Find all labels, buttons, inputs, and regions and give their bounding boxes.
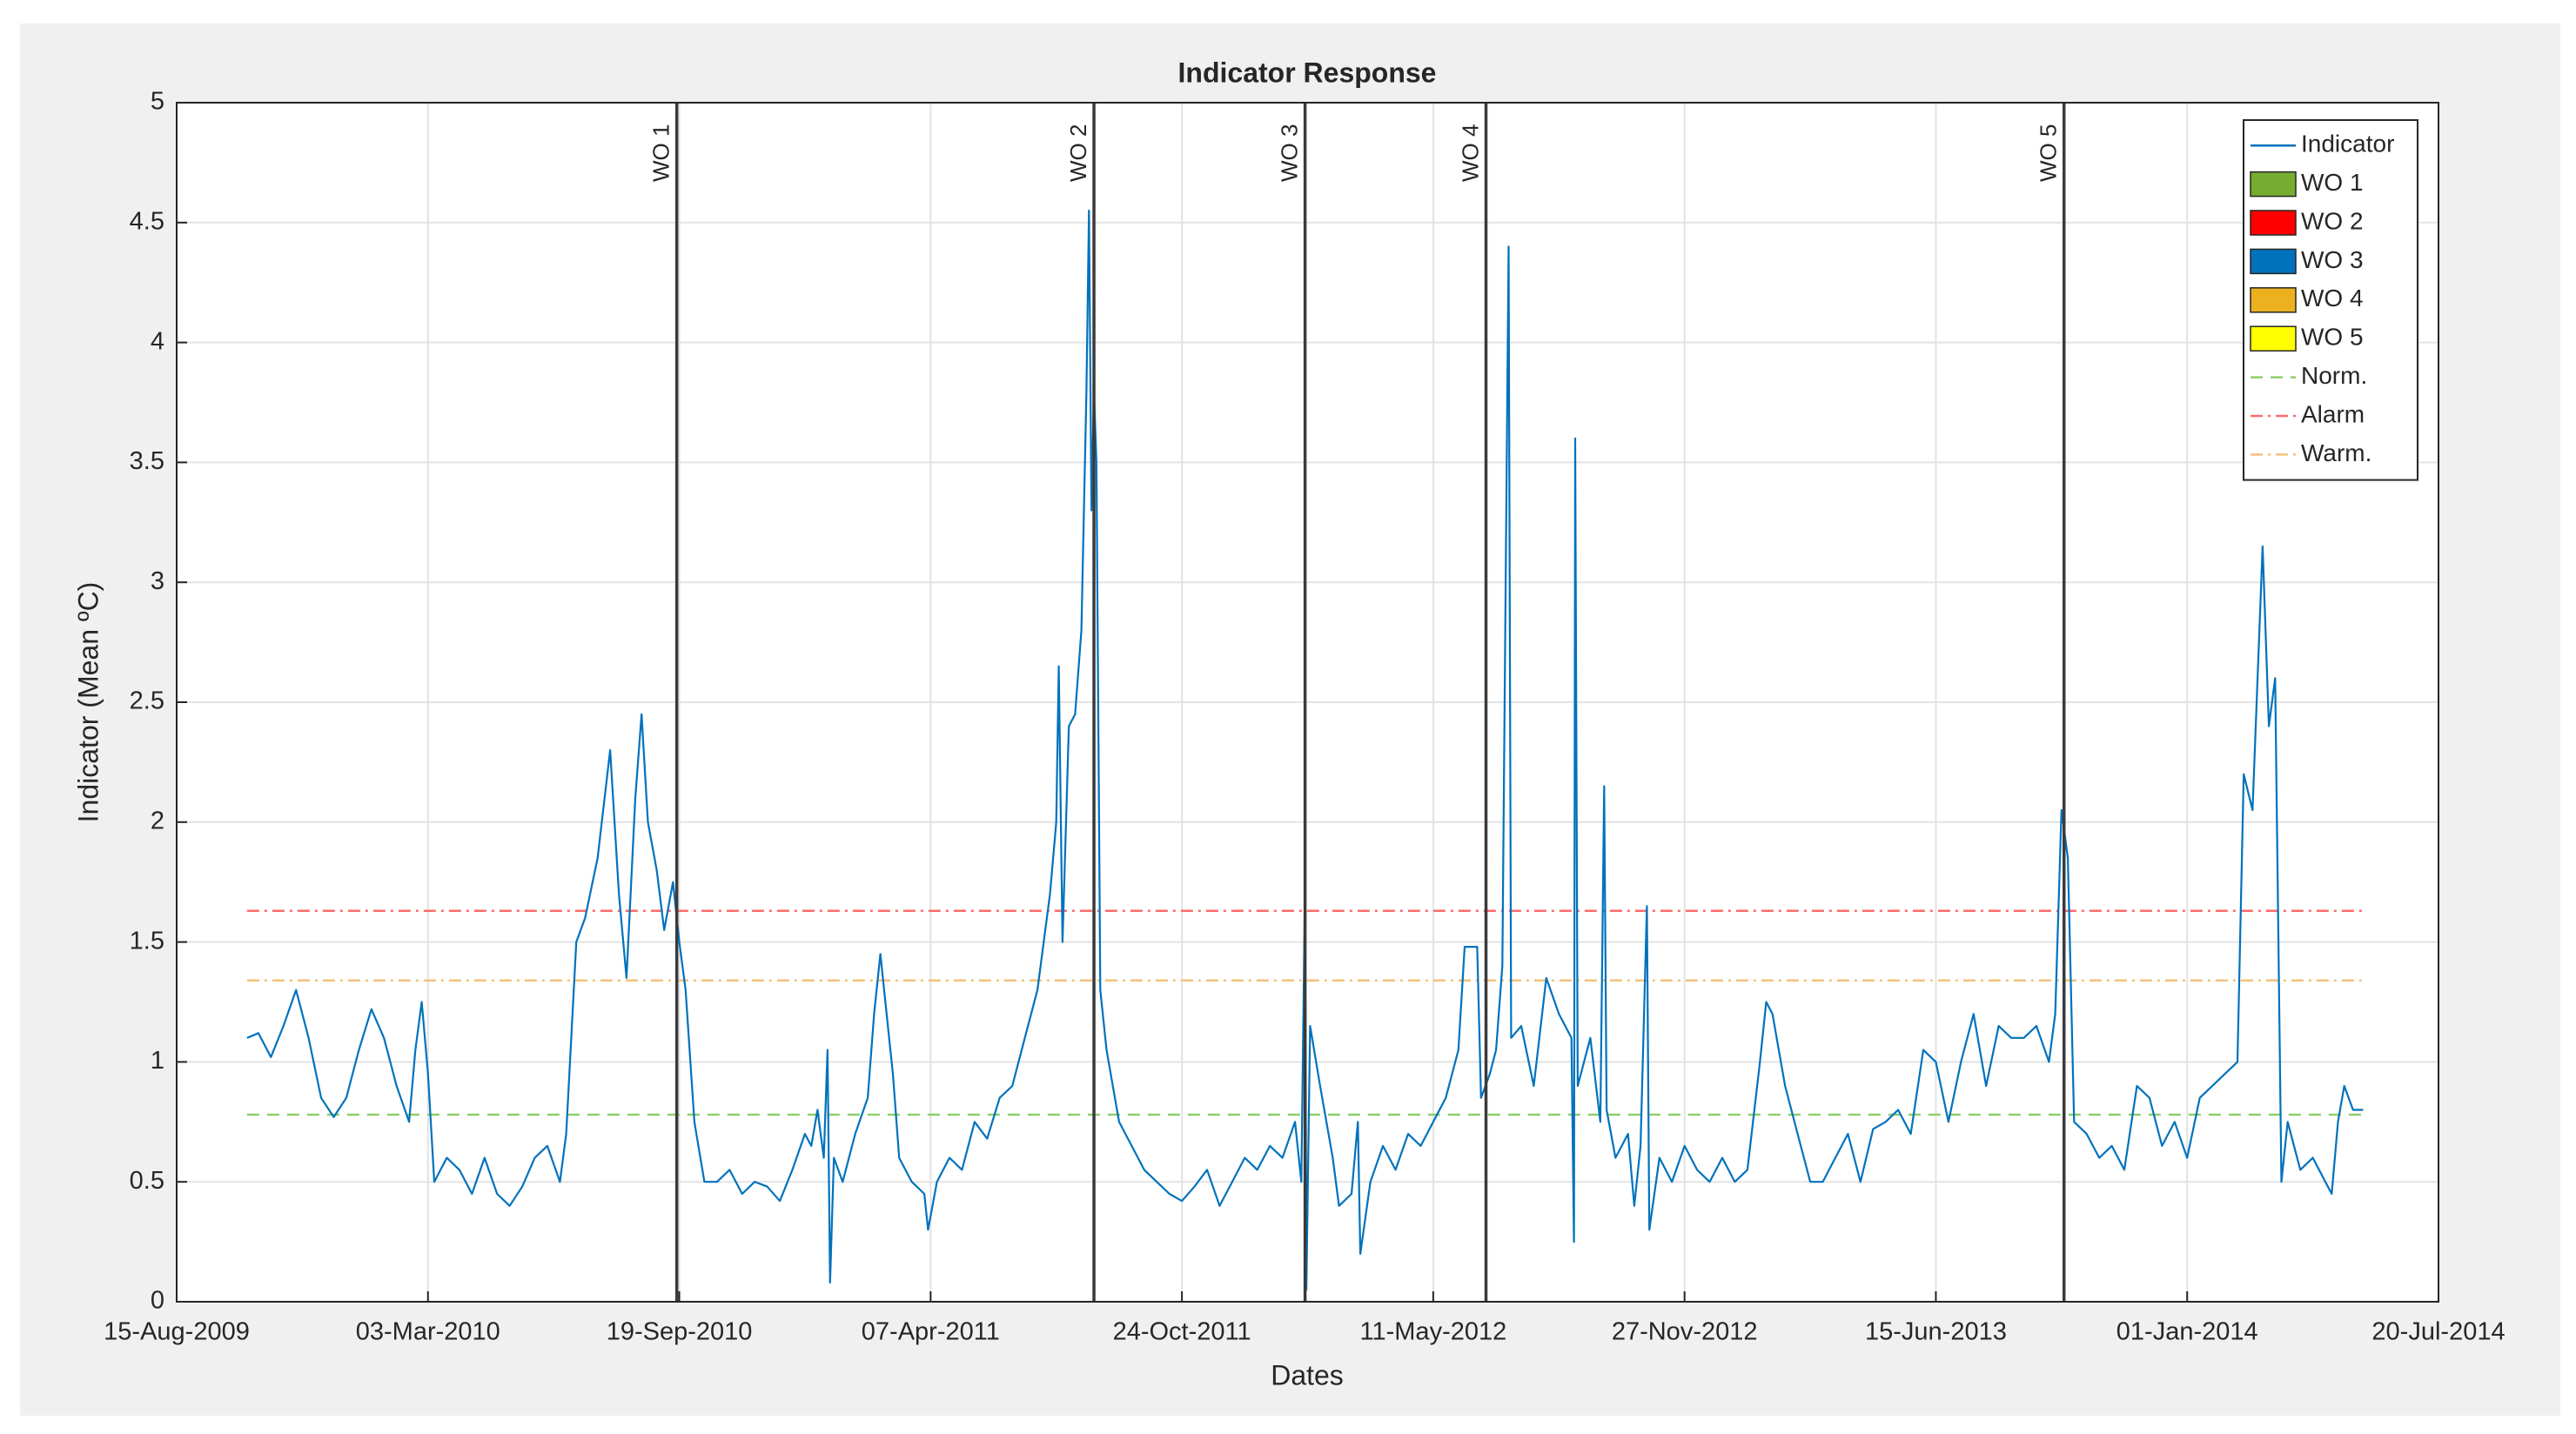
y-tick-label: 1.5 bbox=[130, 927, 164, 955]
y-tick-label: 5 bbox=[151, 88, 164, 116]
y-tick-label: 0.5 bbox=[130, 1167, 164, 1195]
work-order-label: WO 5 bbox=[2036, 124, 2062, 182]
x-tick-label: 01-Jan-2014 bbox=[2116, 1318, 2258, 1346]
x-tick-label: 27-Nov-2012 bbox=[1612, 1318, 1758, 1346]
x-tick-label: 15-Aug-2009 bbox=[104, 1318, 250, 1346]
legend-label: WO 1 bbox=[2301, 169, 2364, 196]
legend-label: WO 5 bbox=[2301, 324, 2364, 351]
legend: Indicator WO 1 WO 2 WO 3 WO 4 WO 5 Norm. Alarm W… bbox=[2243, 119, 2418, 481]
y-tick-label: 3 bbox=[151, 567, 164, 595]
work-order-label: WO 4 bbox=[1457, 124, 1483, 182]
chart-title: Indicator Response bbox=[1178, 57, 1437, 88]
data-line bbox=[246, 209, 2364, 1291]
x-tick-label: 11-May-2012 bbox=[1360, 1318, 1507, 1346]
legend-label: WO 4 bbox=[2301, 285, 2364, 312]
x-axis-label: Dates bbox=[1271, 1359, 1344, 1390]
y-tick-label: 0 bbox=[151, 1287, 164, 1315]
legend-patch bbox=[2250, 248, 2297, 275]
legend-patch bbox=[2250, 210, 2297, 236]
legend-label: Indicator bbox=[2301, 131, 2394, 157]
x-tick-label: 03-Mar-2010 bbox=[356, 1318, 500, 1346]
axes-box bbox=[176, 102, 2439, 1303]
legend-patch bbox=[2250, 287, 2297, 313]
y-tick-label: 1 bbox=[151, 1047, 164, 1075]
legend-label: Norm. bbox=[2301, 362, 2367, 389]
y-tick-label: 3.5 bbox=[130, 447, 164, 475]
y-axis-label: Indicator (Mean ºC) bbox=[72, 582, 104, 823]
legend-label: Alarm bbox=[2301, 400, 2365, 427]
legend-patch bbox=[2250, 171, 2297, 198]
y-tick-label: 2.5 bbox=[130, 687, 164, 715]
work-order-label: WO 1 bbox=[648, 124, 674, 182]
x-tick-label: 07-Apr-2011 bbox=[862, 1318, 1000, 1346]
x-tick-label: 19-Sep-2010 bbox=[607, 1318, 753, 1346]
x-tick-label: 15-Jun-2013 bbox=[1865, 1318, 2007, 1346]
legend-patch bbox=[2250, 325, 2297, 352]
work-order-label: WO 3 bbox=[1276, 124, 1302, 182]
legend-label: Warm. bbox=[2301, 439, 2371, 466]
y-tick-label: 2 bbox=[151, 807, 164, 834]
y-tick-label: 4 bbox=[151, 327, 164, 355]
y-tick-label: 4.5 bbox=[130, 207, 164, 235]
x-tick-label: 20-Jul-2014 bbox=[2371, 1318, 2505, 1346]
legend-label: WO 3 bbox=[2301, 246, 2364, 273]
x-tick-label: 24-Oct-2011 bbox=[1113, 1318, 1251, 1346]
legend-label: WO 2 bbox=[2301, 207, 2364, 234]
work-order-label: WO 2 bbox=[1065, 124, 1091, 182]
